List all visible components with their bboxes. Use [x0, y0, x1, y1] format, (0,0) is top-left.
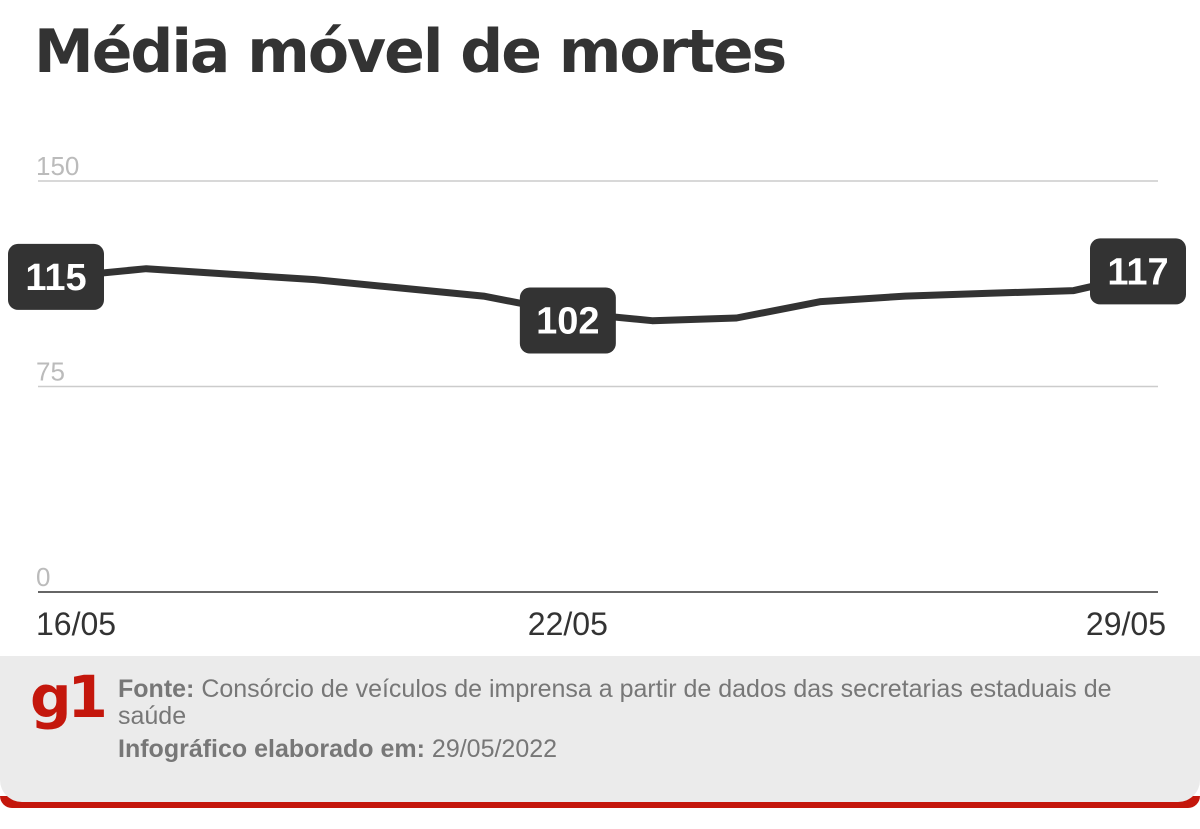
- data-point: [820, 301, 822, 303]
- footer: g1 Fonte: Consórcio de veículos de impre…: [0, 656, 1200, 829]
- data-point: [651, 320, 653, 322]
- data-label: 117: [1107, 251, 1168, 293]
- data-label-box: [519, 287, 616, 354]
- source-line: Fonte: Consórcio de veículos de imprensa…: [118, 676, 1158, 730]
- date-line: Infográfico elaborado em: 29/05/2022: [118, 736, 1158, 763]
- footer-text: Fonte: Consórcio de veículos de imprensa…: [118, 676, 1158, 763]
- y-tick-label: 0: [36, 562, 50, 592]
- data-point: [1073, 290, 1075, 292]
- data-point: [988, 292, 990, 294]
- data-point: [735, 317, 737, 319]
- data-label-box: [8, 243, 104, 310]
- x-tick-label: 16/05: [36, 606, 116, 642]
- y-tick-label: 150: [36, 151, 79, 181]
- line-chart: 0 75 150 16/05 22/05 29/05 115 102 117: [8, 151, 1186, 642]
- data-point: [314, 279, 316, 281]
- date-text: 29/05/2022: [424, 735, 558, 763]
- date-label: Infográfico elaborado em:: [118, 735, 425, 763]
- data-label-box: [1090, 238, 1186, 305]
- data-point: [483, 295, 485, 297]
- chart-title: Média móvel de mortes: [34, 17, 787, 87]
- source-text: Consórcio de veículos de imprensa a part…: [118, 675, 1112, 730]
- footer-panel: g1 Fonte: Consórcio de veículos de impre…: [0, 656, 1200, 802]
- data-label: 115: [25, 257, 86, 299]
- x-tick-label: 29/05: [1086, 606, 1166, 642]
- data-point: [904, 295, 906, 297]
- data-point: [398, 287, 400, 289]
- g1-logo: g1: [30, 663, 108, 731]
- data-point: [230, 273, 232, 275]
- x-tick-label: 22/05: [528, 606, 608, 642]
- data-label: 102: [536, 301, 599, 343]
- source-label: Fonte:: [118, 675, 195, 703]
- data-point: [145, 268, 147, 270]
- y-tick-label: 75: [36, 357, 65, 387]
